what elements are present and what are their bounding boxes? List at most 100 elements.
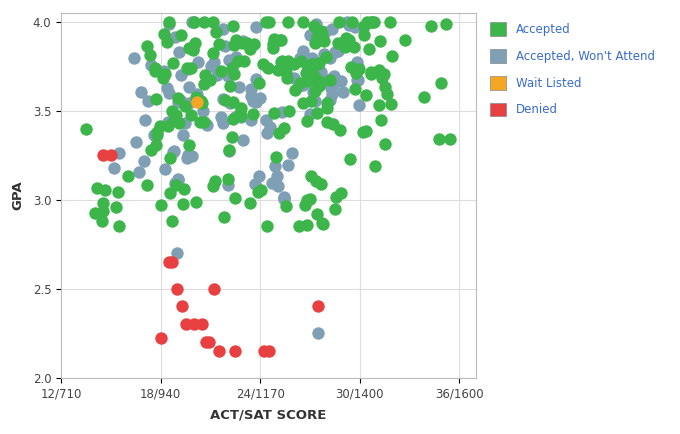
Point [345, 155, 356, 162]
Point [173, 120, 184, 127]
Point [305, 32, 316, 39]
Point [159, 166, 170, 173]
Point [302, 221, 313, 228]
Point [210, 178, 221, 185]
Point [297, 82, 308, 89]
Point [183, 151, 194, 158]
Point [306, 60, 317, 67]
Point [311, 61, 322, 68]
Point [222, 175, 233, 182]
Point [172, 285, 183, 292]
Point [349, 85, 360, 92]
Point [188, 321, 199, 328]
Point [164, 259, 175, 266]
Point [316, 78, 326, 85]
Point [333, 48, 343, 55]
Point [305, 173, 316, 180]
Point [189, 40, 200, 47]
Point [283, 18, 294, 25]
Point [224, 69, 235, 76]
Point [81, 125, 92, 132]
Point [218, 213, 229, 220]
Point [237, 136, 248, 143]
Point [399, 36, 410, 43]
Point [252, 189, 263, 196]
Point [173, 95, 184, 102]
Point [198, 80, 209, 87]
Point [114, 149, 124, 156]
Point [248, 98, 258, 105]
Point [145, 51, 156, 58]
Point [169, 33, 180, 40]
Point [419, 93, 430, 100]
Point [241, 39, 252, 46]
Legend: Accepted, Accepted, Won't Attend, Wait Listed, Denied: Accepted, Accepted, Won't Attend, Wait L… [486, 19, 658, 120]
Point [227, 23, 238, 30]
Point [313, 59, 324, 66]
Point [277, 58, 288, 65]
Point [253, 173, 264, 180]
Point [281, 202, 292, 209]
Point [182, 65, 192, 72]
Point [254, 80, 265, 87]
Point [262, 65, 273, 72]
Point [260, 18, 271, 25]
Point [380, 84, 391, 91]
Point [275, 59, 286, 66]
Point [274, 37, 285, 44]
Point [138, 158, 149, 164]
Point [351, 69, 362, 76]
Point [267, 44, 278, 51]
Point [308, 23, 319, 30]
Point [320, 53, 331, 60]
Point [113, 188, 124, 195]
Point [316, 69, 326, 76]
Point [353, 102, 364, 108]
Point [313, 82, 324, 89]
Point [309, 98, 320, 105]
Point [434, 136, 445, 143]
Point [199, 119, 209, 126]
Point [185, 64, 196, 71]
Point [207, 18, 218, 25]
Point [158, 31, 169, 38]
Point [281, 69, 292, 76]
Point [313, 303, 324, 310]
Point [155, 335, 166, 342]
Point [197, 99, 207, 106]
Point [330, 194, 341, 201]
Point [212, 72, 223, 79]
Point [209, 59, 220, 66]
Point [188, 45, 199, 52]
Point [205, 76, 216, 83]
Point [299, 202, 310, 209]
Point [318, 221, 329, 228]
Point [278, 195, 289, 202]
Point [341, 35, 352, 42]
Point [164, 90, 175, 97]
Point [245, 85, 256, 92]
Point [360, 128, 371, 135]
Point [235, 113, 246, 120]
Point [202, 75, 213, 82]
Point [217, 25, 228, 32]
Point [224, 56, 235, 63]
Point [163, 21, 174, 28]
Point [177, 303, 188, 310]
Point [188, 18, 199, 25]
Point [334, 18, 345, 25]
Point [344, 37, 355, 44]
Point [278, 194, 289, 201]
Point [297, 99, 308, 106]
Point [215, 67, 226, 74]
Point [322, 118, 333, 125]
Point [173, 48, 184, 55]
Point [311, 32, 322, 39]
Point [123, 172, 134, 179]
Point [309, 74, 320, 81]
Point [222, 182, 233, 189]
Point [142, 97, 153, 104]
Point [150, 65, 161, 72]
Point [237, 39, 248, 46]
Point [325, 75, 336, 82]
